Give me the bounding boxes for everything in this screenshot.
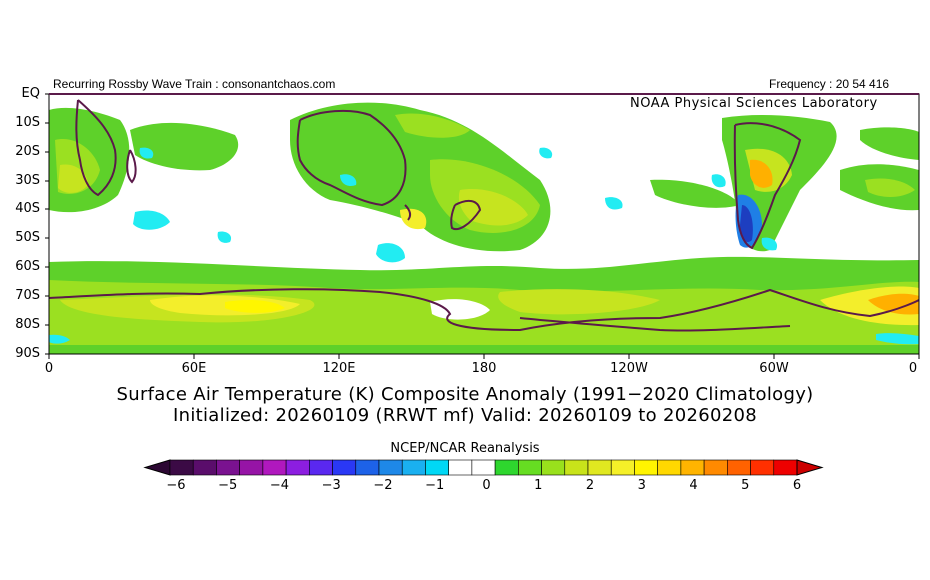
colorbar-tick-label: 6 (793, 478, 801, 493)
colorbar-tick-label: 3 (638, 478, 646, 493)
colorbar-swatch (309, 460, 332, 475)
colorbar-swatch (472, 460, 495, 475)
lat-label-20s: 20S (2, 144, 40, 159)
colorbar-swatch (704, 460, 727, 475)
lat-label-eq: EQ (2, 86, 40, 101)
colorbar-swatch (263, 460, 286, 475)
colorbar-swatch (425, 460, 448, 475)
colorbar-swatch (774, 460, 797, 475)
colorbar-swatch (449, 460, 472, 475)
colorbar-swatch (216, 460, 239, 475)
lat-label-70s: 70S (2, 288, 40, 303)
colorbar-swatch (193, 460, 216, 475)
colorbar-swatch (286, 460, 309, 475)
colorbar-tick-label: −2 (373, 478, 392, 493)
lat-label-80s: 80S (2, 317, 40, 332)
colorbar-swatch (681, 460, 704, 475)
colorbar-tick-label: 0 (482, 478, 490, 493)
lat-label-90s: 90S (2, 346, 40, 361)
lat-label-60s: 60S (2, 259, 40, 274)
lon-label-120e: 120E (322, 361, 355, 376)
colorbar-swatch (518, 460, 541, 475)
lat-label-10s: 10S (2, 115, 40, 130)
lon-label-120w: 120W (610, 361, 648, 376)
colorbar-tick-label: −4 (270, 478, 289, 493)
lon-ticks (49, 354, 919, 359)
lat-label-30s: 30S (2, 173, 40, 188)
colorbar-swatch (658, 460, 681, 475)
colorbar-tick-label: −3 (322, 478, 341, 493)
anomaly-field (49, 94, 919, 354)
map-title: Surface Air Temperature (K) Composite An… (0, 384, 930, 405)
colorbar-swatch (170, 460, 193, 475)
colorbar-swatch (356, 460, 379, 475)
colorbar-swatch (240, 460, 263, 475)
colorbar-swatch (727, 460, 750, 475)
colorbar-swatch (495, 460, 518, 475)
colorbar-swatch (565, 460, 588, 475)
map-subtitle: Initialized: 20260109 (RRWT mf) Valid: 2… (0, 405, 930, 426)
lon-label-0: 0 (45, 361, 53, 376)
colorbar-tick-label: −5 (218, 478, 237, 493)
colorbar-under-arrow (145, 460, 170, 475)
colorbar-tick-label: 4 (689, 478, 697, 493)
lon-label-180: 180 (472, 361, 497, 376)
lab-credit: NOAA Physical Sciences Laboratory (626, 96, 882, 111)
colorbar-tick-label: 1 (534, 478, 542, 493)
colorbar-swatch (542, 460, 565, 475)
lat-label-50s: 50S (2, 230, 40, 245)
colorbar-over-arrow (797, 460, 822, 475)
colorbar-swatch (402, 460, 425, 475)
lat-label-40s: 40S (2, 201, 40, 216)
colorbar-swatch (611, 460, 634, 475)
colorbar-swatch (333, 460, 356, 475)
colorbar-swatch (379, 460, 402, 475)
colorbar-tick-label: −1 (425, 478, 444, 493)
lat-ticks (45, 94, 49, 354)
lon-label-60e: 60E (182, 361, 207, 376)
lon-label-60w: 60W (759, 361, 788, 376)
colorbar-tick-label: 2 (586, 478, 594, 493)
colorbar-swatch (751, 460, 774, 475)
colorbar (145, 460, 822, 475)
colorbar-tick-label: −6 (166, 478, 185, 493)
colorbar-swatch (588, 460, 611, 475)
colorbar-swatch (634, 460, 657, 475)
colorbar-tick-label: 5 (741, 478, 749, 493)
colorbar-label: NCEP/NCAR Reanalysis (0, 441, 930, 456)
lon-label-0-end: 0 (909, 361, 917, 376)
